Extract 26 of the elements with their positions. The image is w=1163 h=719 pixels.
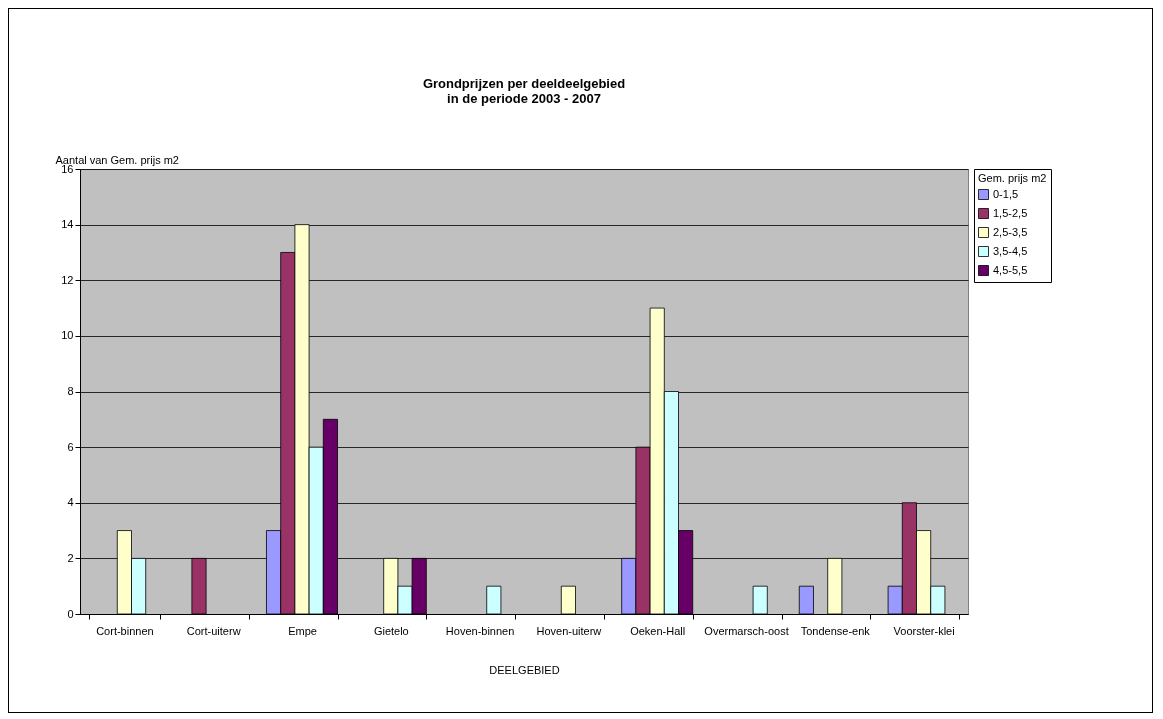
legend-label: 0-1,5 <box>993 187 1019 200</box>
legend-label: 3,5-4,5 <box>993 244 1028 257</box>
y-tick-label: 6 <box>67 440 74 453</box>
legend-label: 1,5-2,5 <box>993 206 1028 219</box>
x-tick-label: Hoven-binnen <box>445 624 515 637</box>
y-tick-label: 10 <box>61 329 74 342</box>
y-tick-label: 4 <box>67 496 74 509</box>
x-tick-label: Gietelo <box>373 624 409 637</box>
legend-label: 2,5-3,5 <box>993 225 1028 238</box>
x-tick-label: Overmarsch-oost <box>704 624 789 637</box>
y-tick-label: 2 <box>67 551 74 564</box>
x-tick-label: Empe <box>288 624 317 637</box>
y-tick-label: 8 <box>67 385 74 397</box>
y-tick-label: 14 <box>61 218 74 231</box>
legend-title: Gem. prijs m2 <box>978 172 1047 184</box>
x-tick-label: Cort-binnen <box>96 624 154 637</box>
x-axis-title: DEELGEBIED <box>489 663 560 676</box>
y-tick-label: 0 <box>67 607 74 620</box>
y-tick-label: 12 <box>61 273 74 286</box>
x-tick-label: Oeken-Hall <box>630 624 686 637</box>
x-tick-label: Cort-uiterw <box>186 624 241 637</box>
x-tick-label: Hoven-uiterw <box>536 624 602 637</box>
x-tick-label: Voorster-klei <box>893 624 955 637</box>
x-tick-label: Tondense-enk <box>800 624 871 637</box>
legend-label: 4,5-5,5 <box>993 263 1028 276</box>
chart-title: Grondprijzen per deeldeelgebied in de periode 2003 - 2007 <box>422 76 626 106</box>
